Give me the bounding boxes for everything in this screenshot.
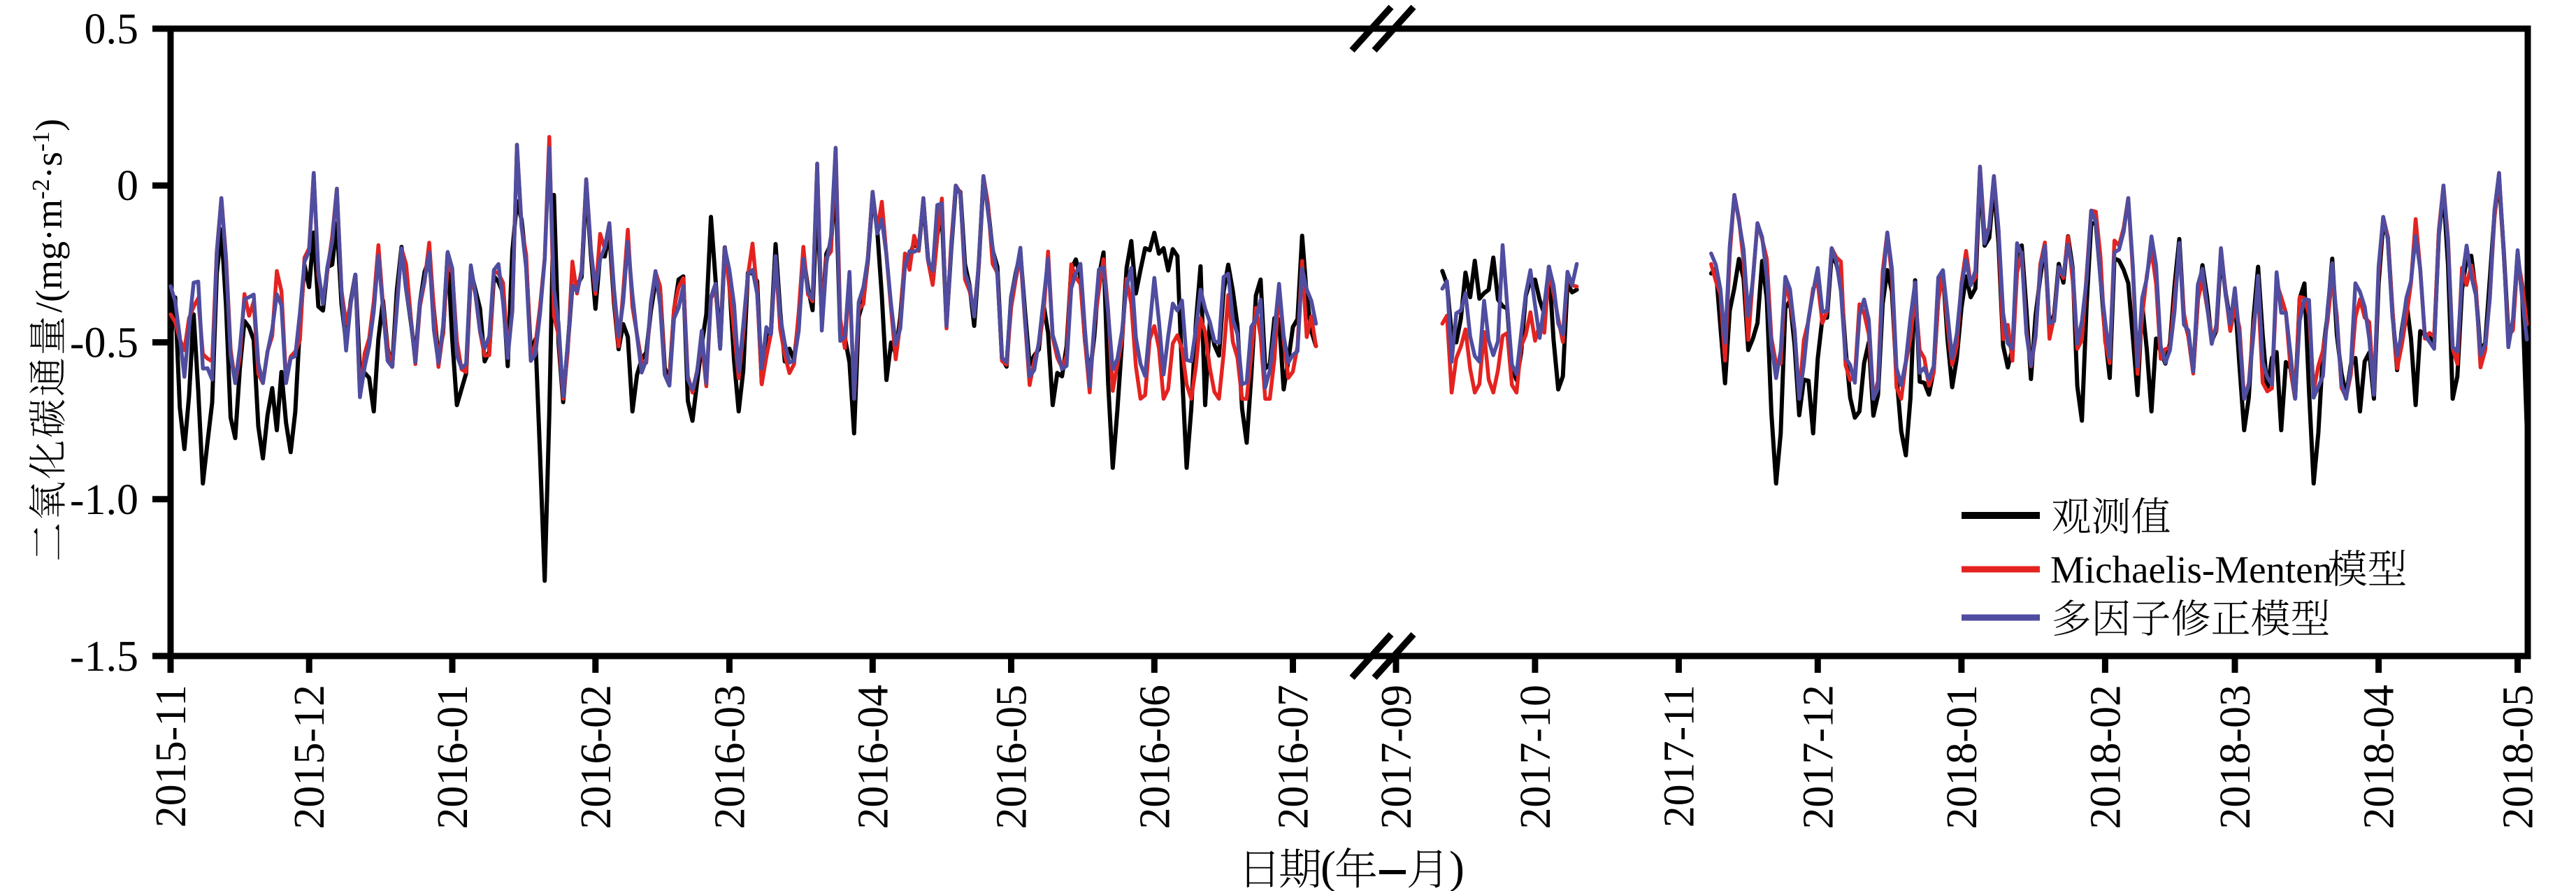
svg-text:2016-02: 2016-02 (573, 685, 620, 829)
svg-text:2017-10: 2017-10 (1512, 685, 1560, 829)
svg-text:2015-12: 2015-12 (286, 685, 333, 829)
svg-text:2017-12: 2017-12 (1794, 685, 1842, 829)
svg-text:2018-02: 2018-02 (2082, 685, 2129, 829)
svg-text:2016-03: 2016-03 (706, 685, 754, 829)
svg-text:2016-01: 2016-01 (429, 685, 477, 829)
svg-text:2018-03: 2018-03 (2212, 685, 2259, 829)
svg-text:2018-04: 2018-04 (2356, 685, 2403, 829)
svg-text:2015-11: 2015-11 (147, 685, 195, 827)
svg-text:2016-06: 2016-06 (1131, 685, 1179, 829)
svg-text:(: ( (1321, 842, 1336, 891)
svg-text:0.5: 0.5 (85, 6, 139, 53)
svg-text:2017-11: 2017-11 (1655, 685, 1703, 827)
svg-text:2016-04: 2016-04 (849, 685, 897, 829)
svg-text:2018-05: 2018-05 (2495, 685, 2542, 829)
svg-text:-1.0: -1.0 (70, 476, 138, 524)
svg-text:-0.5: -0.5 (70, 320, 138, 367)
svg-text:2016-07: 2016-07 (1270, 685, 1318, 829)
svg-text:): ) (1449, 842, 1465, 891)
svg-text:2016-05: 2016-05 (988, 685, 1036, 829)
svg-text:2018-01: 2018-01 (1938, 685, 1986, 829)
svg-text:2017-09: 2017-09 (1373, 685, 1420, 829)
svg-text:Michaelis-Menten: Michaelis-Menten (2050, 548, 2332, 591)
svg-text:0: 0 (117, 162, 138, 210)
svg-text:-1.5: -1.5 (70, 633, 138, 680)
